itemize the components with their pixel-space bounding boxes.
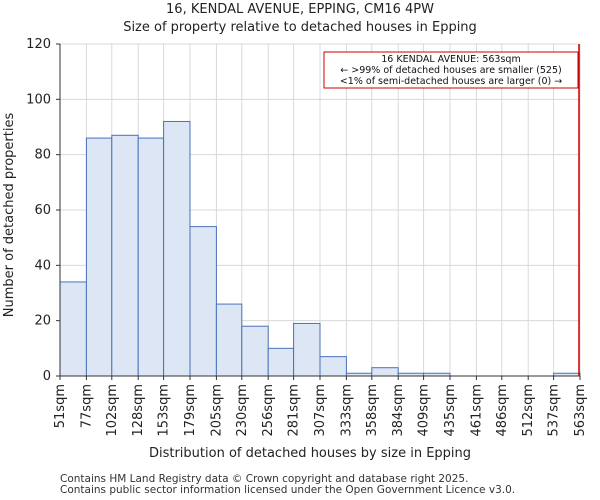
axes (56, 43, 581, 380)
y-tick-label: 80 (34, 148, 51, 163)
y-tick-label: 0 (43, 369, 51, 384)
histogram-bar (241, 325, 269, 377)
x-tick-label: 128sqm (131, 384, 146, 437)
y-tick-label: 100 (26, 92, 51, 107)
x-tick-labels: 51sqm 77sqm 102sqm 128sqm 153sqm 179sqm 205sqm… (53, 384, 588, 437)
y-tick-label: 120 (26, 37, 51, 52)
x-tick-label: 358sqm (365, 384, 380, 437)
x-tick-label: 307sqm (313, 384, 328, 437)
annotation-line-3: <1% of semi-detached houses are larger (… (340, 76, 562, 87)
x-tick-label: 281sqm (287, 384, 302, 437)
x-tick-label: 102sqm (105, 384, 120, 437)
x-tick-label: 51sqm (53, 384, 68, 428)
histogram-bar (371, 367, 399, 377)
x-tick-label: 537sqm (547, 384, 562, 437)
x-tick-label: 409sqm (417, 384, 432, 437)
y-tick-labels: 0 20 40 60 80 100 120 (26, 37, 51, 384)
x-tick-label: 77sqm (79, 384, 94, 428)
x-axis-label: Distribution of detached houses by size … (149, 446, 471, 461)
histogram-bar (267, 347, 295, 377)
x-tick-label: 230sqm (235, 384, 250, 437)
chart-subtitle: Size of property relative to detached ho… (123, 20, 477, 35)
y-tick-label: 40 (34, 258, 51, 273)
footer-line-2: Contains public sector information licen… (60, 484, 516, 496)
x-tick-label: 153sqm (157, 384, 172, 437)
x-tick-label: 512sqm (521, 384, 536, 437)
annotation-line-2: ← >99% of detached houses are smaller (5… (340, 65, 561, 76)
y-axis-label: Number of detached properties (2, 113, 17, 318)
histogram-bar (137, 137, 165, 377)
histogram-bar (215, 303, 243, 377)
x-tick-label: 435sqm (443, 384, 458, 437)
histogram-bar (111, 134, 139, 377)
x-tick-label: 256sqm (261, 384, 276, 437)
y-tick-label: 60 (34, 203, 51, 218)
x-tick-label: 179sqm (183, 384, 198, 437)
x-tick-label: 384sqm (391, 384, 406, 437)
histogram-bar (163, 120, 191, 377)
annotation-border (323, 51, 579, 89)
histogram-bar (293, 322, 321, 377)
footer-line-1: Contains HM Land Registry data © Crown c… (60, 473, 469, 485)
annotation-box: 16 KENDAL AVENUE: 563sqm ← >99% of detac… (323, 51, 579, 89)
x-tick-label: 333sqm (339, 384, 354, 437)
x-tick-label: 563sqm (573, 384, 588, 437)
histogram-bar (319, 356, 347, 377)
x-tick-label: 461sqm (469, 384, 484, 437)
histogram-bar (59, 281, 87, 377)
chart-title: 16, KENDAL AVENUE, EPPING, CM16 4PW (166, 2, 434, 17)
annotation-line-1: 16 KENDAL AVENUE: 563sqm (381, 54, 520, 65)
bars (59, 120, 581, 377)
x-tick-label: 205sqm (209, 384, 224, 437)
y-tick-label: 20 (34, 314, 51, 329)
x-tick-label: 486sqm (495, 384, 510, 437)
histogram-bar (85, 137, 113, 377)
histogram-bar (189, 226, 217, 377)
